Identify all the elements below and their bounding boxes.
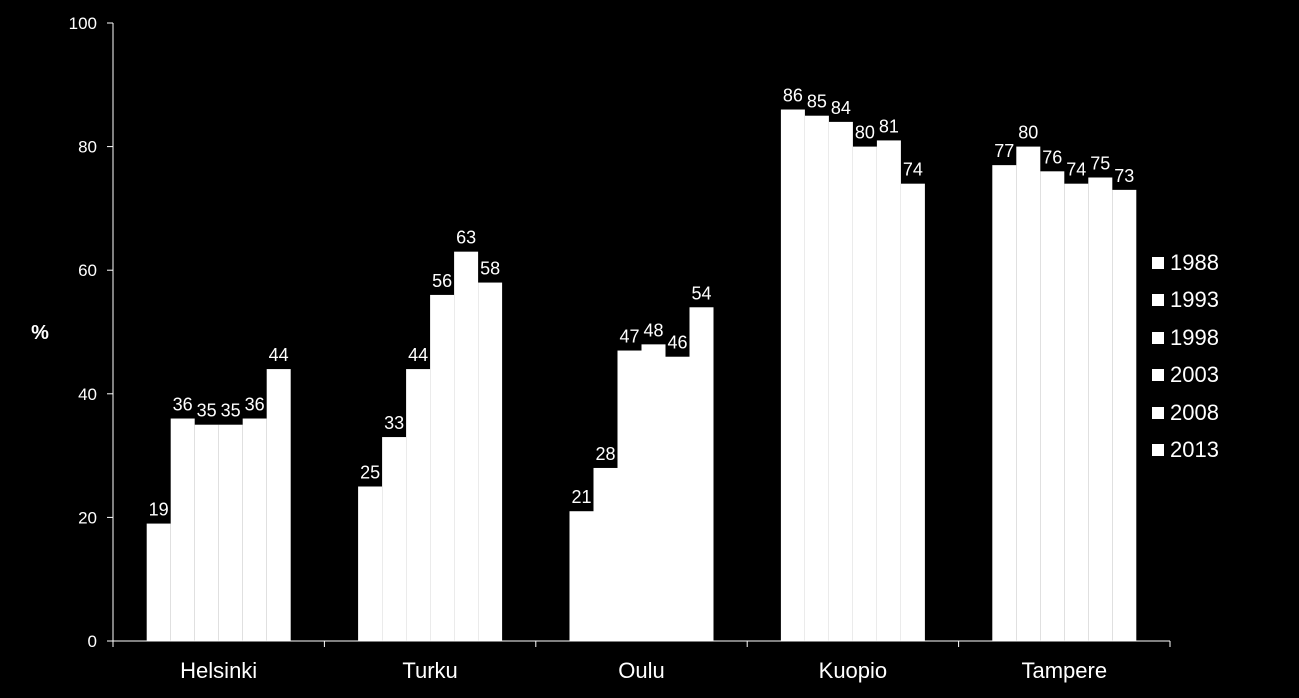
- y-tick-label: 0: [88, 632, 97, 651]
- legend-swatch: [1152, 331, 1164, 344]
- bar-helsinki-2013: [266, 369, 291, 641]
- bar-helsinki-1988: [146, 523, 171, 641]
- bar-tampere-2003: [1064, 183, 1089, 641]
- data-label: 58: [480, 259, 500, 279]
- data-label: 36: [245, 395, 265, 415]
- bar-kuopio-1998: [828, 121, 853, 641]
- data-label: 77: [994, 141, 1014, 161]
- data-label: 35: [221, 401, 241, 421]
- legend-label: 1993: [1170, 287, 1219, 313]
- bar-tampere-1993: [1016, 146, 1041, 641]
- data-label: 75: [1090, 154, 1110, 174]
- data-label: 73: [1114, 166, 1134, 186]
- y-axis-label: %: [31, 322, 49, 344]
- legend-item-2008: 2008: [1152, 394, 1219, 432]
- data-label: 74: [903, 160, 923, 180]
- bar-turku-1998: [406, 369, 431, 641]
- bar-kuopio-1993: [804, 115, 829, 641]
- bar-helsinki-2003: [218, 424, 243, 641]
- data-label: 48: [643, 320, 663, 340]
- data-label: 80: [1018, 123, 1038, 143]
- x-tick-label: Turku: [402, 658, 457, 683]
- data-label: 86: [783, 86, 803, 106]
- bar-turku-2008: [454, 251, 479, 641]
- data-label: 76: [1042, 147, 1062, 167]
- x-tick-label: Oulu: [618, 658, 664, 683]
- bar-kuopio-2003: [852, 146, 877, 641]
- bar-kuopio-2008: [876, 140, 901, 642]
- legend-item-1993: 1993: [1152, 282, 1219, 320]
- legend-label: 1988: [1170, 249, 1219, 275]
- bar-helsinki-1998: [194, 424, 219, 641]
- data-label: 47: [619, 327, 639, 347]
- x-tick-label: Tampere: [1022, 658, 1108, 683]
- legend-swatch: [1152, 444, 1164, 457]
- bar-kuopio-2013: [900, 183, 925, 641]
- legend-item-2003: 2003: [1152, 357, 1219, 395]
- y-tick-label: 60: [78, 261, 97, 280]
- data-label: 25: [360, 463, 380, 483]
- data-label: 84: [831, 98, 851, 118]
- y-tick-label: 80: [78, 138, 97, 157]
- legend: 1988 1993 1998 2003 2008 2013: [1152, 244, 1219, 469]
- y-tick-label: 20: [78, 508, 97, 527]
- legend-swatch: [1152, 369, 1164, 382]
- data-label: 46: [667, 333, 687, 353]
- data-label: 28: [595, 444, 615, 464]
- legend-item-1998: 1998: [1152, 319, 1219, 357]
- bar-tampere-2008: [1088, 177, 1113, 641]
- bar-helsinki-1993: [170, 418, 195, 641]
- bar-tampere-1988: [992, 165, 1017, 641]
- legend-label: 2008: [1170, 399, 1219, 425]
- legend-item-1988: 1988: [1152, 244, 1219, 282]
- data-label: 56: [432, 271, 452, 291]
- y-tick-label: 40: [78, 385, 97, 404]
- y-tick-label: 100: [69, 14, 97, 33]
- data-label: 85: [807, 92, 827, 112]
- data-label: 81: [879, 116, 899, 136]
- legend-swatch: [1152, 294, 1164, 307]
- bar-oulu-1993: [593, 467, 618, 641]
- legend-item-2013: 2013: [1152, 432, 1219, 470]
- bar-oulu-1998: [617, 350, 642, 641]
- data-label: 35: [197, 401, 217, 421]
- legend-label: 2003: [1170, 362, 1219, 388]
- bar-helsinki-2008: [242, 418, 267, 641]
- bar-kuopio-1988: [780, 109, 805, 641]
- bar-oulu-2003: [641, 344, 666, 641]
- legend-swatch: [1152, 406, 1164, 419]
- legend-label: 1998: [1170, 324, 1219, 350]
- legend-swatch: [1152, 256, 1164, 269]
- data-label: 54: [691, 283, 711, 303]
- data-label: 63: [456, 228, 476, 248]
- data-label: 21: [571, 487, 591, 507]
- bar-turku-2003: [430, 294, 455, 641]
- data-label: 44: [269, 345, 289, 365]
- bar-tampere-2013: [1112, 189, 1137, 642]
- data-label: 80: [855, 123, 875, 143]
- bar-turku-2013: [478, 282, 503, 641]
- data-label: 33: [384, 413, 404, 433]
- legend-label: 2013: [1170, 437, 1219, 463]
- bar-oulu-1988: [569, 511, 594, 641]
- data-label: 36: [173, 395, 193, 415]
- data-label: 44: [408, 345, 428, 365]
- bar-turku-1988: [358, 486, 383, 641]
- data-label: 74: [1066, 160, 1086, 180]
- bar-oulu-2008: [665, 356, 690, 641]
- x-tick-label: Helsinki: [180, 658, 257, 683]
- bar-oulu-2013: [689, 307, 714, 641]
- x-tick-label: Kuopio: [819, 658, 888, 683]
- bar-turku-1993: [382, 437, 407, 641]
- bar-tampere-1998: [1040, 171, 1065, 641]
- data-label: 19: [149, 500, 169, 520]
